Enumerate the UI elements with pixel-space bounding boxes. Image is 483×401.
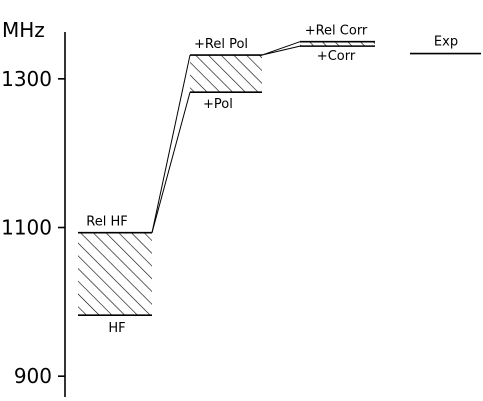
hatched-band	[190, 55, 262, 93]
level-label-corr: +Corr	[317, 49, 356, 64]
connector-line	[261, 45, 301, 56]
level-label-pol: +Pol	[203, 97, 233, 112]
y-tick-label: 1100	[1, 216, 52, 240]
level-label-rel-hf: Rel HF	[86, 215, 127, 230]
hatched-band	[300, 41, 375, 47]
y-axis-unit-label: MHz	[2, 18, 45, 42]
level-label-rel-pol: +Rel Pol	[194, 37, 248, 52]
level-label-hf: HF	[108, 321, 125, 336]
level-label-rel-corr: +Rel Corr	[305, 24, 368, 39]
connector-line	[261, 41, 301, 56]
connector-line	[151, 54, 191, 233]
y-tick-label: 900	[14, 364, 52, 388]
connector-line	[151, 92, 191, 233]
level-label-exp: Exp	[434, 35, 458, 50]
y-tick-label: 1300	[1, 67, 52, 91]
hatched-band	[78, 232, 152, 316]
